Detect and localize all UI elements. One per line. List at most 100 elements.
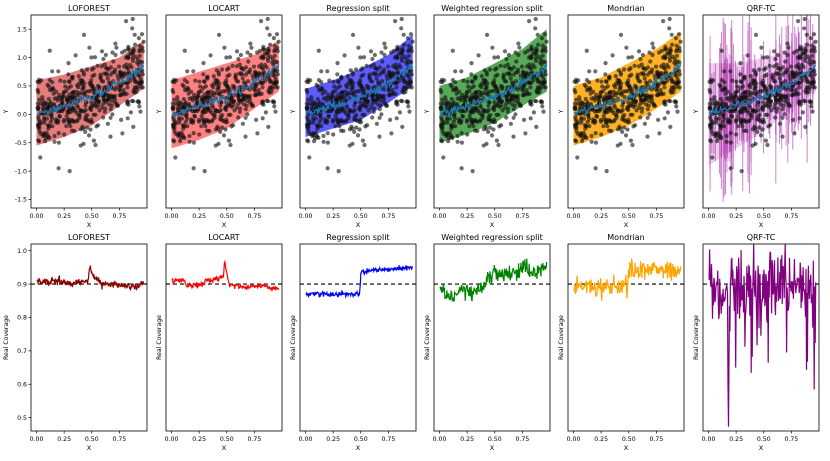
data-point [811,32,817,37]
data-point [714,101,720,106]
x-tick-label: 0.75 [247,213,261,220]
data-point [750,96,755,101]
x-tick-label: 0.00 [702,213,716,220]
data-point [792,131,797,136]
data-point [347,77,352,83]
data-point [349,87,354,92]
data-point [615,77,620,83]
data-point [791,92,796,97]
data-point [340,95,345,100]
data-point [51,91,56,96]
data-point [237,109,242,114]
data-point [108,134,113,139]
data-point [347,109,352,114]
panel-bottom-1: LOFOREST 0.00 0.25 0.50 0.75 X 0.5 0.6 0.7 0.8 0.9… [3,233,148,452]
data-point [334,110,339,115]
data-point [399,16,404,22]
data-point [383,45,388,50]
data-point [751,91,756,96]
data-point [572,107,578,112]
data-point [669,32,674,37]
data-point [737,110,742,115]
data-point [635,76,640,81]
data-point [630,112,635,117]
data-point [574,97,579,102]
plot-area [300,265,416,299]
data-point [42,101,48,106]
data-point [234,49,240,54]
data-point [629,55,635,60]
data-point [664,51,670,57]
data-point [483,124,488,129]
data-point [738,79,744,84]
y-axis-label: Y [558,109,565,114]
data-point [79,91,84,96]
data-point [115,73,120,78]
data-point [673,100,679,105]
data-point [313,116,319,121]
x-axis-label: X [490,221,495,229]
data-point [812,45,817,51]
data-point [792,50,797,55]
data-point [306,139,311,144]
data-point [797,101,802,106]
data-point [394,116,399,121]
data-point [87,80,92,86]
data-point [141,39,146,44]
y-axis-label: Y [290,109,297,114]
data-point [177,120,182,125]
data-point [336,92,341,97]
data-point [234,64,239,69]
data-point [87,45,92,50]
data-point [469,85,474,90]
data-point [365,103,370,108]
data-point [444,131,450,136]
data-point [110,50,115,55]
data-point [317,119,322,125]
data-point [459,131,464,136]
x-axis-label: X [759,221,764,229]
data-point [408,32,414,37]
data-point [617,124,622,129]
data-point [110,112,115,117]
data-point [377,115,382,120]
data-point [228,103,233,108]
data-point [334,97,339,102]
data-point [469,61,474,66]
data-point [515,93,521,98]
data-point [784,97,790,102]
data-point [124,19,129,24]
x-axis-label: X [87,221,92,229]
data-point [668,51,673,57]
data-point [122,64,127,69]
data-point [385,77,390,82]
data-point [61,119,67,124]
data-point [532,65,537,70]
data-point [239,66,244,71]
data-point [809,104,814,109]
data-point [645,115,650,120]
data-point [583,126,588,131]
data-point [139,79,144,84]
data-point [748,74,753,79]
data-point [514,79,519,84]
data-point [206,95,211,100]
data-point [501,76,506,81]
data-point [89,55,94,60]
data-point [722,69,727,74]
data-point [400,99,405,104]
data-point [58,78,63,83]
data-point [200,97,205,102]
data-point [362,142,367,148]
data-point [228,112,233,117]
data-point [512,98,517,103]
data-point [508,121,513,126]
data-point [116,64,122,69]
data-point [354,67,359,72]
data-point [274,32,280,37]
data-point [630,89,635,94]
data-point [758,133,764,138]
data-point [585,88,590,93]
x-tick-label: 0.25 [57,213,71,220]
data-point [808,36,814,41]
